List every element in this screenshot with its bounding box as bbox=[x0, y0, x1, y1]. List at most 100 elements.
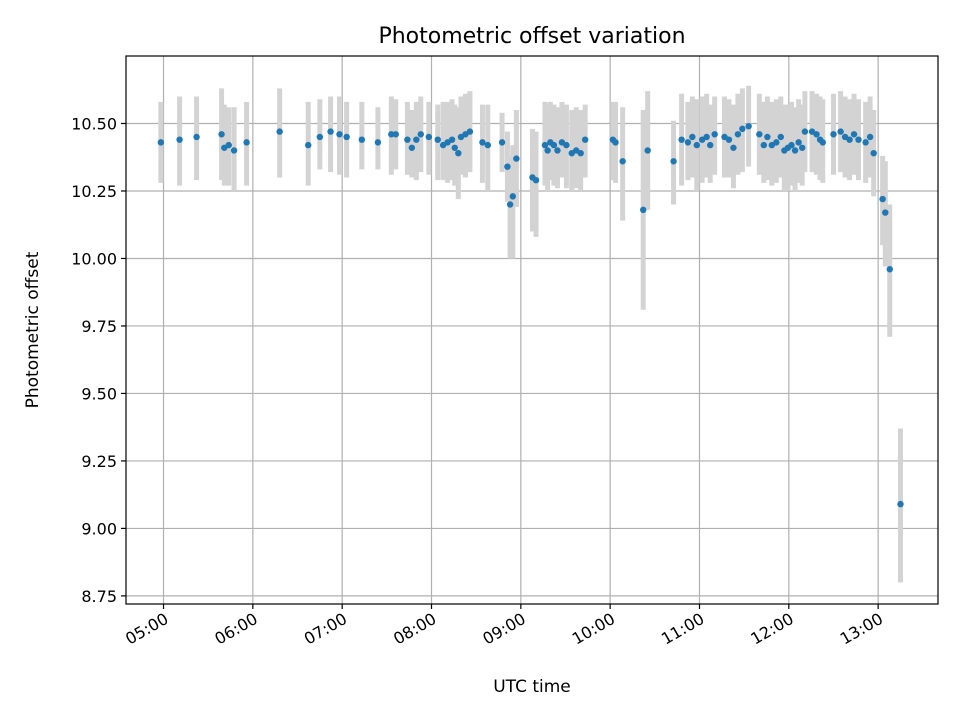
x-tick-label: 11:00 bbox=[658, 609, 707, 649]
data-point bbox=[644, 147, 651, 154]
data-point bbox=[451, 144, 458, 151]
data-point bbox=[448, 136, 456, 143]
data-point bbox=[689, 133, 696, 141]
axis-ticks: 05:00 06:00 07:00 08:00 09:00 10:00 11:00 12:00… bbox=[71, 114, 886, 648]
data-point bbox=[498, 139, 506, 146]
data-point bbox=[870, 149, 877, 157]
data-point bbox=[711, 131, 718, 138]
y-tick-label: 9.25 bbox=[81, 452, 117, 471]
data-point bbox=[879, 195, 886, 203]
x-tick-label: 09:00 bbox=[479, 609, 528, 649]
y-tick-label: 9.50 bbox=[81, 384, 117, 403]
data-point bbox=[408, 144, 416, 151]
data-point bbox=[532, 176, 540, 184]
data-point bbox=[640, 206, 647, 214]
data-point bbox=[513, 155, 520, 162]
data-point bbox=[756, 131, 763, 138]
data-point bbox=[730, 144, 737, 151]
data-point bbox=[316, 133, 324, 141]
data-point bbox=[862, 139, 869, 146]
data-point bbox=[670, 158, 677, 165]
data-point bbox=[788, 141, 795, 149]
data-point bbox=[388, 131, 395, 138]
data-point bbox=[703, 133, 710, 141]
x-tick-label: 13:00 bbox=[837, 609, 886, 649]
data-point bbox=[504, 163, 511, 170]
data-point bbox=[479, 139, 486, 146]
data-point bbox=[612, 139, 619, 146]
data-point bbox=[760, 141, 768, 149]
data-point bbox=[739, 125, 746, 133]
x-tick-label: 08:00 bbox=[390, 609, 439, 649]
data-point bbox=[404, 136, 411, 143]
data-point bbox=[577, 149, 584, 157]
data-point bbox=[484, 141, 491, 149]
data-point bbox=[554, 147, 561, 154]
y-tick-label: 9.75 bbox=[81, 317, 117, 336]
data-point bbox=[541, 141, 549, 149]
chart-title: Photometric offset variation bbox=[378, 24, 685, 49]
data-point bbox=[764, 133, 771, 141]
data-point bbox=[801, 128, 809, 135]
data-point bbox=[855, 136, 862, 143]
data-point bbox=[725, 136, 733, 143]
data-point bbox=[819, 139, 826, 146]
data-point bbox=[563, 141, 570, 149]
grid bbox=[126, 56, 938, 604]
y-tick-label: 10.25 bbox=[71, 182, 117, 201]
data-point bbox=[176, 136, 183, 143]
data-point bbox=[509, 193, 516, 200]
error-bars bbox=[158, 85, 903, 583]
data-point bbox=[343, 133, 350, 141]
data-point bbox=[193, 133, 200, 141]
data-point bbox=[466, 128, 474, 135]
data-point bbox=[707, 141, 714, 149]
data-point bbox=[336, 131, 343, 138]
data-point bbox=[678, 136, 685, 143]
data-point bbox=[897, 500, 904, 508]
data-point bbox=[506, 201, 514, 208]
x-tick-label: 05:00 bbox=[122, 609, 171, 649]
data-point bbox=[684, 139, 692, 146]
data-point bbox=[305, 141, 312, 149]
data-point bbox=[882, 209, 889, 216]
y-axis-label: Photometric offset bbox=[23, 251, 43, 408]
x-tick-label: 06:00 bbox=[211, 609, 260, 649]
data-point bbox=[434, 136, 441, 143]
data-point bbox=[773, 139, 780, 146]
y-tick-label: 10.00 bbox=[71, 249, 117, 268]
data-point bbox=[358, 136, 366, 143]
data-point bbox=[886, 266, 893, 273]
data-point bbox=[392, 131, 399, 138]
data-point bbox=[327, 128, 334, 135]
data-point bbox=[276, 128, 283, 135]
data-point bbox=[846, 136, 853, 143]
data-point bbox=[850, 131, 858, 138]
data-point bbox=[425, 133, 433, 141]
data-points bbox=[157, 122, 904, 508]
data-point bbox=[791, 147, 799, 154]
data-point bbox=[799, 144, 806, 151]
data-point bbox=[544, 147, 551, 154]
data-point bbox=[374, 139, 382, 146]
data-point bbox=[225, 141, 232, 149]
data-point bbox=[813, 131, 820, 138]
x-tick-label: 12:00 bbox=[747, 609, 796, 649]
data-point bbox=[693, 141, 701, 149]
data-point bbox=[417, 131, 424, 138]
data-point bbox=[830, 131, 837, 138]
data-point bbox=[745, 122, 752, 130]
data-point bbox=[581, 136, 589, 143]
data-point bbox=[866, 133, 874, 141]
data-point bbox=[243, 139, 250, 146]
x-axis-label: UTC time bbox=[493, 677, 571, 697]
data-point bbox=[550, 141, 558, 149]
data-point bbox=[413, 136, 420, 143]
data-point bbox=[777, 133, 784, 141]
data-point bbox=[795, 139, 802, 146]
y-tick-label: 10.50 bbox=[71, 114, 117, 133]
data-point bbox=[230, 147, 238, 154]
y-tick-label: 8.75 bbox=[81, 587, 117, 606]
data-point bbox=[837, 128, 844, 135]
